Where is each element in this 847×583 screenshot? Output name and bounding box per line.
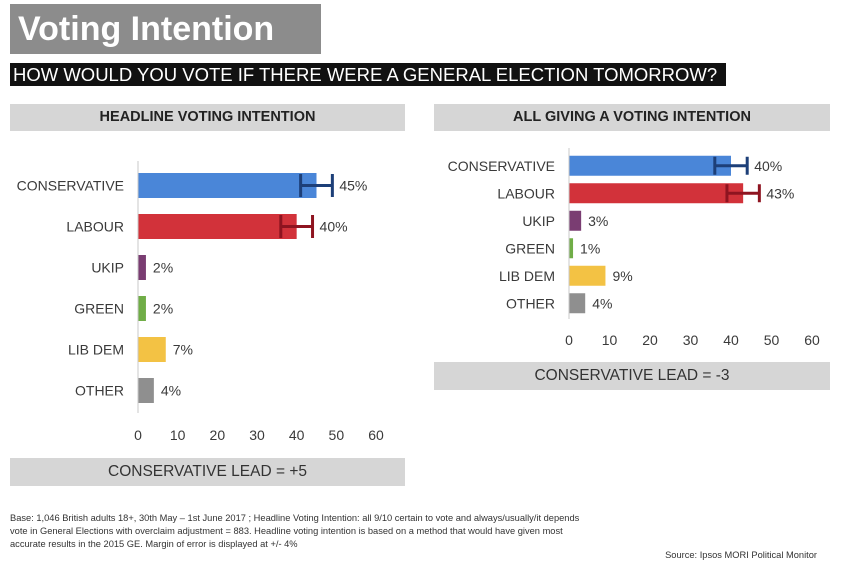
x-tick-label: 60 — [368, 427, 384, 443]
bar-ukip — [569, 210, 582, 231]
category-label-lib-dem: LIB DEM — [499, 268, 555, 284]
bar-green — [569, 238, 574, 259]
x-tick-label: 20 — [210, 427, 226, 443]
left-panel-header: HEADLINE VOTING INTENTION — [10, 104, 405, 131]
value-label-other: 4% — [592, 295, 612, 311]
bar-lib-dem — [138, 337, 166, 362]
left-lead-box: CONSERVATIVE LEAD = +5 — [10, 458, 405, 486]
page-title: Voting Intention — [10, 4, 321, 54]
category-label-ukip: UKIP — [522, 213, 555, 229]
bar-ukip — [138, 255, 146, 280]
category-label-lib-dem: LIB DEM — [68, 342, 124, 358]
value-label-ukip: 2% — [153, 260, 173, 276]
x-tick-label: 10 — [602, 332, 618, 348]
bar-other — [569, 293, 586, 314]
footnote-line-1: Base: 1,046 British adults 18+, 30th May… — [10, 513, 580, 523]
bar-labour — [569, 183, 744, 204]
value-label-green: 2% — [153, 301, 173, 317]
value-label-other: 4% — [161, 383, 181, 399]
value-label-conservative: 40% — [754, 158, 782, 174]
category-label-green: GREEN — [505, 240, 555, 256]
x-tick-label: 40 — [723, 332, 739, 348]
value-label-labour: 43% — [766, 185, 794, 201]
value-label-green: 1% — [580, 240, 600, 256]
x-tick-label: 60 — [804, 332, 820, 348]
all-giving-intention-chart: CONSERVATIVE 40% LABOUR 43% UKIP 3% GREEN 1% LIB… — [448, 148, 820, 348]
category-label-labour: LABOUR — [66, 219, 124, 235]
error-bar-conservative — [713, 156, 749, 175]
category-label-conservative: CONSERVATIVE — [17, 178, 124, 194]
value-label-lib-dem: 9% — [612, 268, 632, 284]
bar-other — [138, 378, 154, 403]
value-label-conservative: 45% — [339, 178, 367, 194]
category-label-ukip: UKIP — [91, 260, 124, 276]
survey-question: HOW WOULD YOU VOTE IF THERE WERE A GENER… — [10, 63, 726, 86]
category-label-other: OTHER — [506, 295, 555, 311]
footnote-line-3: accurate results in the 2015 GE. Margin … — [10, 539, 298, 549]
category-label-labour: LABOUR — [497, 185, 555, 201]
bar-green — [138, 296, 146, 321]
headline-voting-chart: CONSERVATIVE 45% LABOUR 40% UKIP 2% GREEN 2% LIB… — [17, 161, 384, 443]
bar-conservative — [569, 155, 731, 176]
x-tick-label: 20 — [642, 332, 658, 348]
x-tick-label: 0 — [134, 427, 142, 443]
category-label-conservative: CONSERVATIVE — [448, 158, 555, 174]
x-tick-label: 40 — [289, 427, 305, 443]
value-label-ukip: 3% — [588, 213, 608, 229]
footnote: Base: 1,046 British adults 18+, 30th May… — [10, 512, 700, 551]
x-tick-label: 50 — [764, 332, 780, 348]
error-bar-labour — [279, 215, 315, 238]
value-label-labour: 40% — [320, 219, 348, 235]
x-tick-label: 0 — [565, 332, 573, 348]
footnote-line-2: vote in General Elections with overclaim… — [10, 526, 563, 536]
bar-lib-dem — [569, 265, 606, 286]
category-label-other: OTHER — [75, 383, 124, 399]
right-lead-box: CONSERVATIVE LEAD = -3 — [434, 362, 830, 390]
right-panel-header: ALL GIVING A VOTING INTENTION — [434, 104, 830, 131]
bar-labour — [138, 214, 297, 239]
error-bar-labour — [725, 184, 761, 203]
x-tick-label: 30 — [249, 427, 265, 443]
x-tick-label: 30 — [683, 332, 699, 348]
source-credit: Source: Ipsos MORI Political Monitor — [665, 550, 817, 560]
value-label-lib-dem: 7% — [173, 342, 193, 358]
x-tick-label: 50 — [329, 427, 345, 443]
category-label-green: GREEN — [74, 301, 124, 317]
x-tick-label: 10 — [170, 427, 186, 443]
bar-conservative — [138, 173, 317, 198]
error-bar-conservative — [299, 174, 334, 197]
